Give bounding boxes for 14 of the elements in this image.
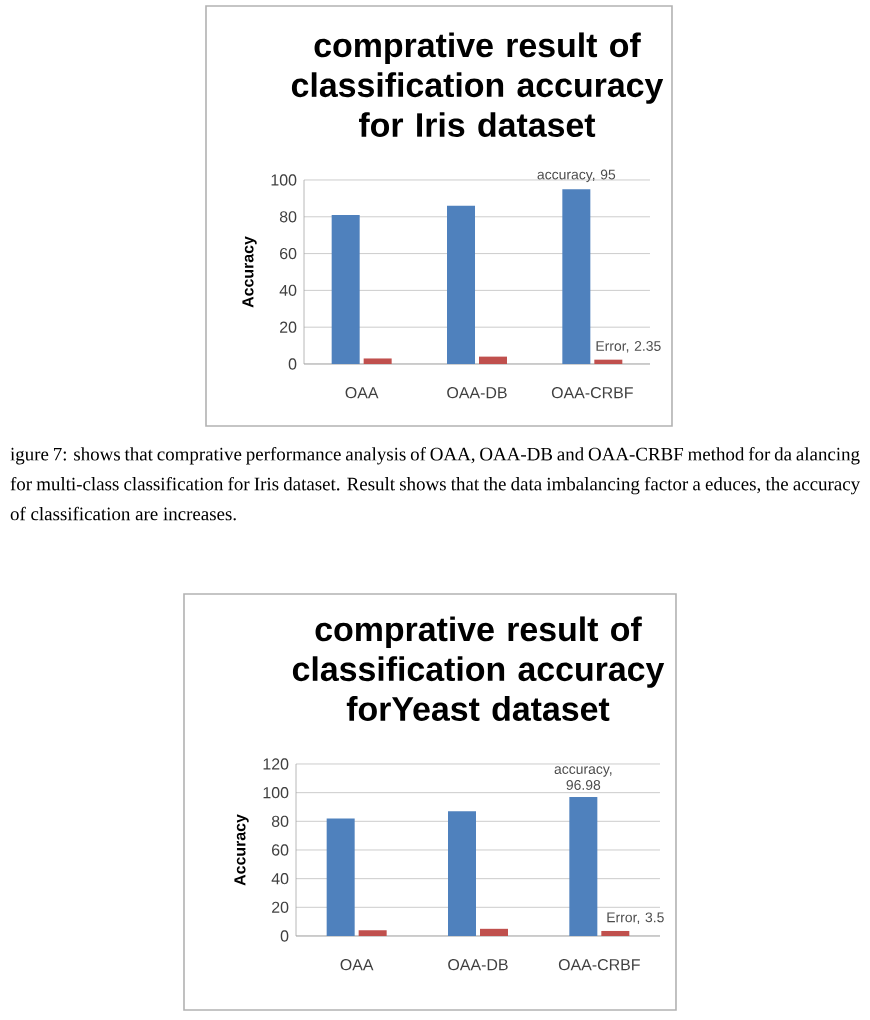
bar — [331, 214, 360, 364]
bar — [479, 928, 508, 936]
bar — [569, 796, 598, 936]
bar — [478, 356, 507, 364]
bar — [601, 930, 630, 936]
bar — [562, 189, 591, 364]
chart-title: comprative result of classification accuracy for Iris dataset — [291, 32, 664, 137]
text: igure 7: shows that comprative performance analysis of OAA, OAA-DB and OAA-CRBF method for da alancing for multi-class classification for Iris dataset. Result shows that the data imbalancing factor a educes, the accuracy of classification are increases. — [10, 447, 861, 521]
bar — [448, 811, 476, 936]
chart-title: comprative result of classification accuracy forYeast dataset — [292, 616, 665, 721]
bar — [326, 818, 355, 936]
bar — [358, 930, 387, 936]
bar — [363, 358, 392, 364]
bar — [447, 205, 476, 364]
